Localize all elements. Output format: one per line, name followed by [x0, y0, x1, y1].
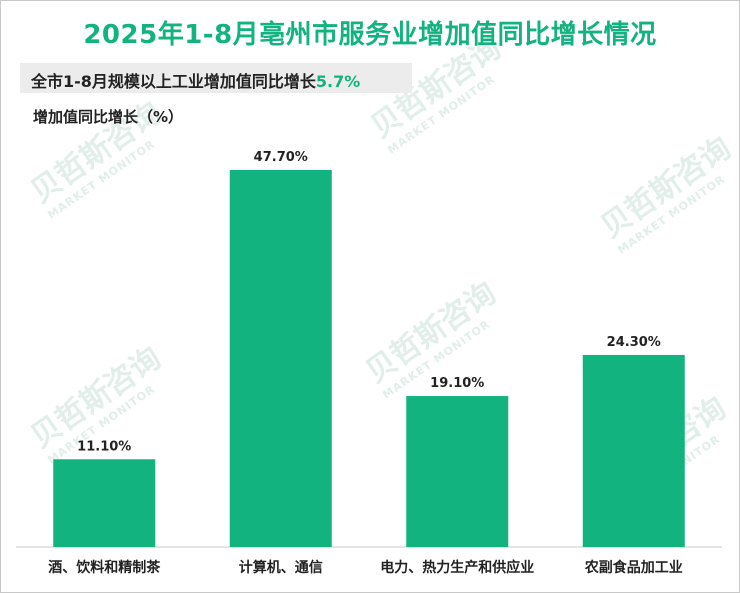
x-tick-label: 计算机、通信 — [239, 559, 323, 576]
data-label: 19.10% — [430, 376, 484, 391]
bar — [53, 459, 156, 547]
bar — [229, 170, 332, 547]
subtitle-box — [20, 63, 412, 93]
x-tick-label: 酒、饮料和精制茶 — [48, 559, 161, 576]
bar — [582, 354, 685, 547]
subtitle-text: 全市1-8月规模以上工业增加值同比增长 — [31, 72, 316, 91]
x-tick-label: 电力、热力生产和供应业 — [380, 559, 534, 576]
data-label: 11.10% — [77, 439, 131, 454]
y-axis-label: 增加值同比增长（%） — [33, 108, 184, 126]
chart-title: 2025年1-8月亳州市服务业增加值同比增长情况 — [83, 20, 657, 50]
data-label: 24.30% — [607, 335, 661, 350]
bar — [406, 396, 509, 547]
data-label: 47.70% — [254, 150, 308, 165]
subtitle: 全市1-8月规模以上工业增加值同比增长5.7% — [31, 68, 360, 92]
x-tick-label: 农副食品加工业 — [584, 559, 683, 576]
subtitle-value: 5.7% — [315, 72, 361, 91]
